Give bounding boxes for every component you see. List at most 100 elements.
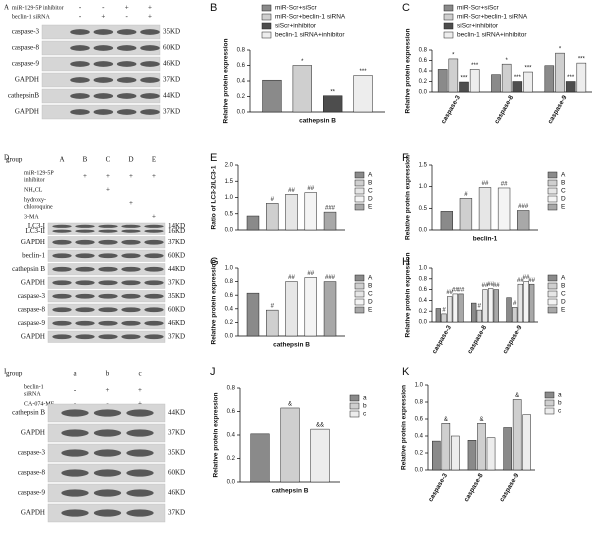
y-tick-label: 0.5 bbox=[419, 206, 428, 212]
y-tick-label: 0.2 bbox=[415, 451, 424, 457]
bar bbox=[266, 203, 279, 231]
blot-row-label: GAPDH bbox=[21, 278, 45, 286]
legend-swatch bbox=[354, 195, 365, 203]
y-tick-label: 0.2 bbox=[225, 320, 234, 326]
blot-band bbox=[126, 469, 154, 477]
blot-row-label: GAPDH bbox=[15, 108, 39, 116]
blot-band bbox=[144, 239, 164, 245]
blot-band bbox=[140, 29, 160, 35]
blot-band bbox=[75, 266, 95, 272]
y-tick-label: 1.0 bbox=[419, 266, 428, 272]
blot-band bbox=[126, 449, 154, 457]
condition-sign: - bbox=[79, 4, 82, 12]
blot-band bbox=[52, 266, 72, 272]
molecular-weight: 60KD bbox=[163, 44, 180, 52]
blot-band bbox=[93, 61, 114, 67]
condition-sign: + bbox=[148, 4, 152, 12]
molecular-weight: 37KD bbox=[163, 76, 180, 84]
chart: H 0.0 0.2 0.4 0.6 0.8 1.0 Relative protein expr… bbox=[402, 253, 566, 356]
bar bbox=[437, 69, 448, 93]
chart: C 0.0 0.2 0.4 0.6 0.8 Relative protein express… bbox=[402, 2, 592, 125]
bar bbox=[469, 69, 480, 93]
x-tick-label: cathepsin B bbox=[273, 342, 310, 349]
y-tick-label: 1.0 bbox=[419, 184, 428, 190]
significance-mark: ## bbox=[452, 287, 459, 293]
bar bbox=[522, 414, 531, 471]
significance-mark: ### bbox=[518, 204, 529, 210]
x-tick-label: caspase-8 bbox=[493, 94, 515, 125]
legend-label: A bbox=[561, 275, 566, 282]
blot-band bbox=[121, 307, 141, 313]
blot-band bbox=[93, 45, 114, 51]
blot-band bbox=[75, 320, 95, 326]
bar bbox=[459, 81, 469, 93]
molecular-weight: 46KD bbox=[168, 319, 185, 327]
significance-mark: ## bbox=[487, 282, 494, 288]
blot-band bbox=[140, 61, 160, 67]
legend-swatch bbox=[354, 290, 365, 298]
blot-band bbox=[116, 77, 137, 83]
legend-swatch bbox=[354, 282, 365, 290]
bar bbox=[285, 281, 298, 337]
significance-mark: ## bbox=[458, 287, 465, 293]
blot-band bbox=[93, 509, 122, 517]
group-name: b bbox=[106, 370, 110, 378]
y-tick-label: 0.4 bbox=[227, 433, 236, 439]
y-tick-label: 0.0 bbox=[225, 334, 234, 340]
chart: J 0.0 0.2 0.4 0.6 0.8 Relative protein express… bbox=[210, 366, 367, 495]
bar bbox=[497, 187, 511, 231]
legend-label: A bbox=[561, 172, 566, 179]
legend-label: siScr+inhibitor bbox=[275, 23, 317, 30]
significance-mark: * bbox=[301, 59, 304, 65]
y-tick-label: 1.5 bbox=[419, 163, 428, 169]
x-tick-label: caspase-3 bbox=[440, 94, 462, 125]
legend-swatch bbox=[443, 22, 454, 30]
blot-band bbox=[93, 29, 114, 35]
significance-mark: # bbox=[271, 197, 275, 203]
bar bbox=[501, 63, 512, 93]
molecular-weight: 44KD bbox=[168, 409, 185, 417]
legend-swatch bbox=[354, 187, 365, 195]
y-tick-label: 0.2 bbox=[419, 79, 428, 85]
x-tick-label: caspase-8 bbox=[466, 324, 488, 355]
bar bbox=[246, 292, 260, 337]
y-tick-label: 2.0 bbox=[225, 163, 234, 169]
significance-mark: ### bbox=[325, 206, 336, 212]
blot-band bbox=[52, 334, 72, 340]
significance-mark: ## bbox=[482, 283, 489, 289]
blot-row-label: LC3-II bbox=[26, 227, 46, 235]
blot-band bbox=[52, 307, 72, 313]
significance-mark: ## bbox=[493, 283, 500, 289]
chart: F 0.0 0.5 1.0 1.5 Relative protein expression… bbox=[402, 152, 566, 243]
condition-label: NH₄CL bbox=[24, 187, 43, 193]
condition-sign: + bbox=[129, 199, 133, 207]
condition-sign: + bbox=[106, 386, 110, 394]
molecular-weight: 16KD bbox=[168, 227, 185, 235]
blot-band bbox=[121, 224, 141, 228]
legend-swatch bbox=[547, 282, 558, 290]
blot-row-label: GAPDH bbox=[21, 429, 45, 437]
significance-mark: * bbox=[505, 58, 508, 64]
blot-band bbox=[75, 293, 95, 299]
legend-label: beclin-1 siRNA+inhibitor bbox=[457, 32, 527, 39]
y-tick-label: 0.8 bbox=[227, 386, 236, 392]
condition-label: CA-074-ME bbox=[24, 401, 55, 407]
significance-mark: *** bbox=[460, 76, 468, 82]
blot-row-label: caspase-3 bbox=[18, 292, 46, 300]
group-name: c bbox=[138, 370, 141, 378]
blot-band bbox=[98, 307, 118, 313]
molecular-weight: 44KD bbox=[168, 265, 185, 273]
x-tick-label: cathepsin B bbox=[299, 118, 336, 125]
y-tick-label: 0.4 bbox=[419, 69, 428, 75]
blot-band bbox=[70, 45, 90, 51]
significance-mark: ## bbox=[307, 271, 314, 277]
molecular-weight: 60KD bbox=[168, 305, 185, 313]
blot-band bbox=[121, 280, 141, 286]
blot-band bbox=[98, 280, 118, 286]
y-tick-label: 0.0 bbox=[237, 110, 246, 116]
y-tick-label: 1.0 bbox=[415, 383, 424, 389]
panel-label: D bbox=[4, 154, 9, 162]
blot-band bbox=[116, 61, 137, 67]
blot-band bbox=[98, 224, 118, 228]
legend-swatch bbox=[261, 22, 272, 30]
